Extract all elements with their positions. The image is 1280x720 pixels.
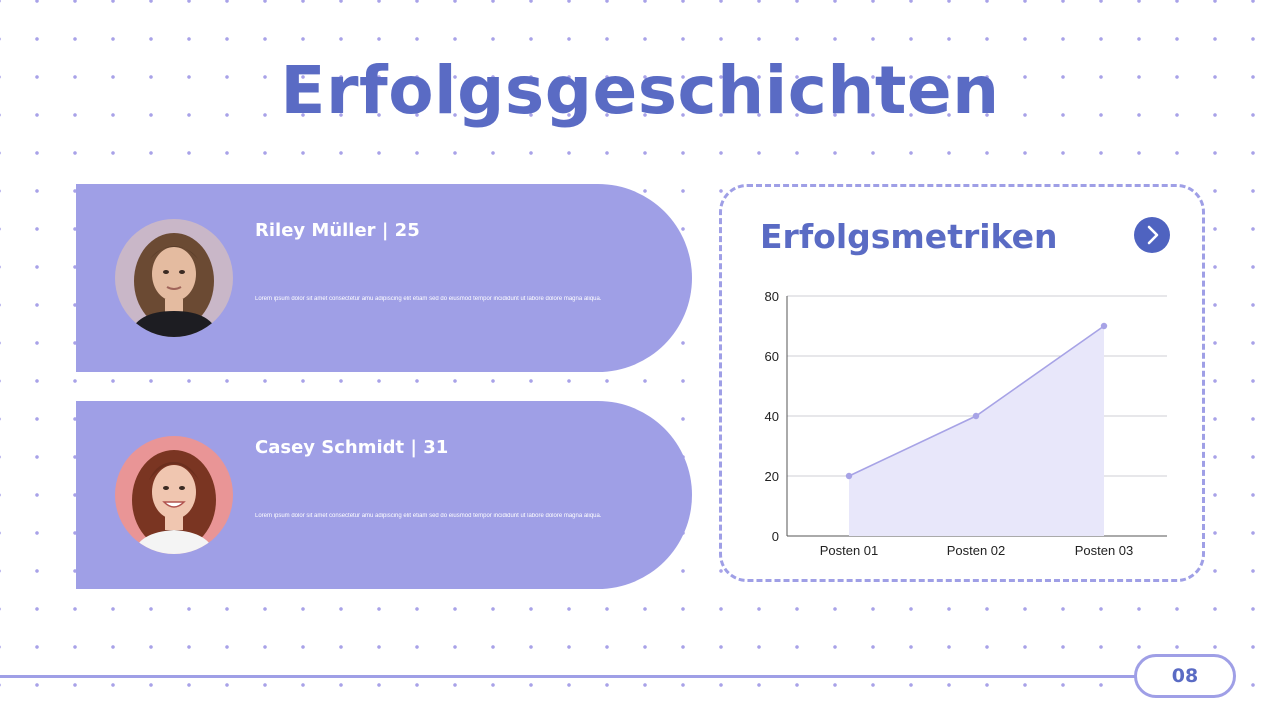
x-tick-label: Posten 03 [1075, 543, 1134, 558]
metrics-title: Erfolgsmetriken [760, 217, 1058, 256]
story-description: Lorem ipsum dolor sit amet consectetur a… [255, 513, 602, 519]
page-number: 08 [1134, 654, 1236, 698]
avatar [115, 219, 233, 337]
metrics-chart: 0 20 40 60 80 Posten 01 Posten 02 Posten 03 [765, 289, 1167, 558]
y-tick-label: 0 [772, 529, 779, 544]
avatar [115, 436, 233, 554]
y-tick-label: 80 [765, 289, 779, 304]
y-tick-label: 40 [765, 409, 779, 424]
story-card: Casey Schmidt | 31 Lorem ipsum dolor sit… [76, 401, 692, 589]
next-button[interactable] [1134, 217, 1170, 253]
x-tick-label: Posten 02 [947, 543, 1006, 558]
story-name: Casey Schmidt | 31 [255, 437, 449, 458]
slide-title: Erfolgsgeschichten [280, 52, 1000, 129]
story-card: Riley Müller | 25 Lorem ipsum dolor sit … [76, 184, 692, 372]
footer-divider [0, 675, 1140, 678]
y-tick-label: 60 [765, 349, 779, 364]
data-point [1100, 322, 1108, 330]
chevron-right-icon [1147, 225, 1159, 245]
area-fill [849, 326, 1104, 536]
data-point [845, 472, 853, 480]
y-tick-label: 20 [765, 469, 779, 484]
story-name: Riley Müller | 25 [255, 220, 420, 241]
x-tick-label: Posten 01 [820, 543, 879, 558]
data-point [972, 412, 980, 420]
story-description: Lorem ipsum dolor sit amet consectetur a… [255, 296, 602, 302]
